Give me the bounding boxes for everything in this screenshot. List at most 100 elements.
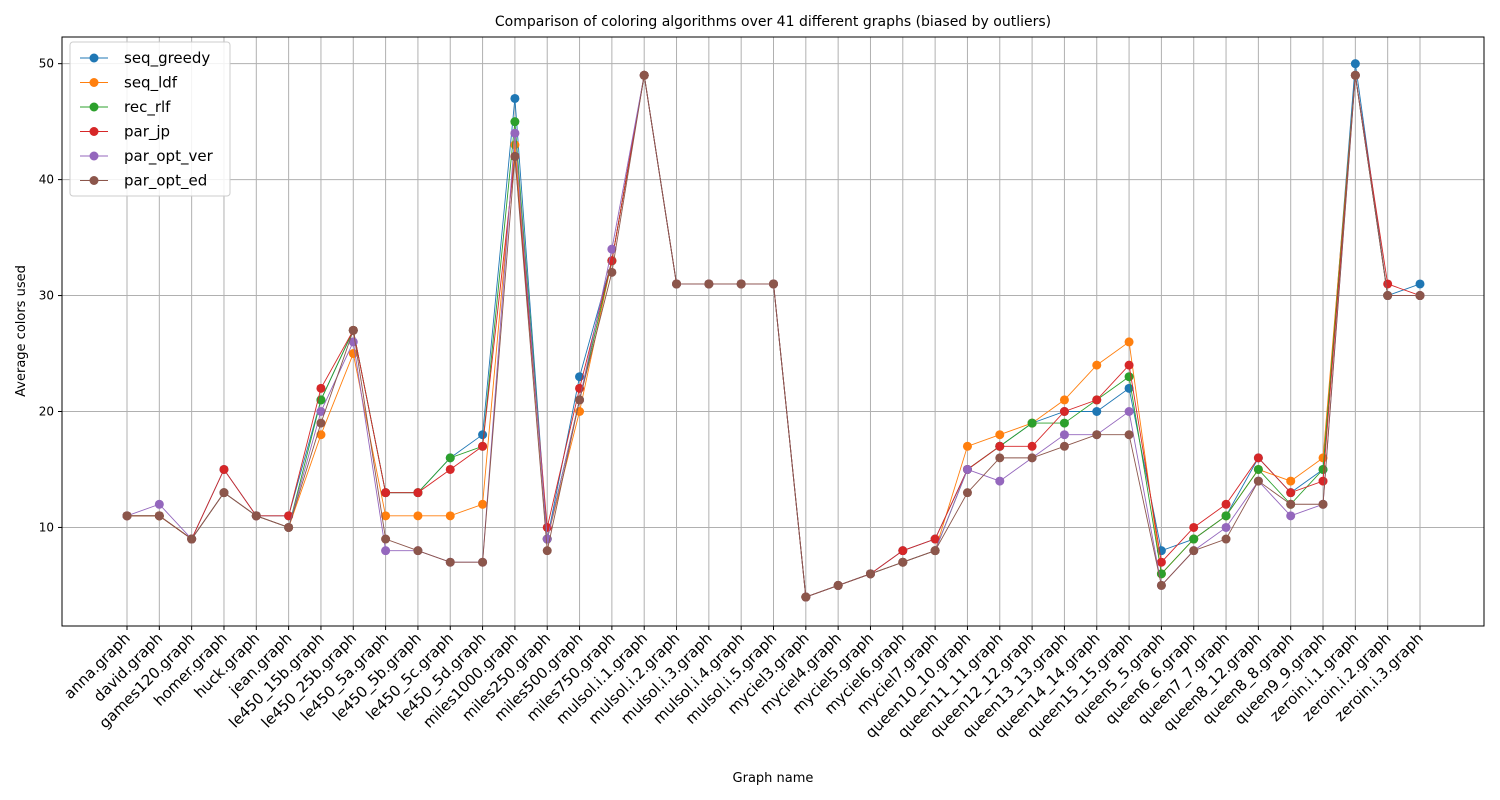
data-point: [1253, 476, 1263, 486]
data-point: [1221, 499, 1231, 509]
data-point: [1383, 279, 1393, 289]
data-point: [1253, 453, 1263, 463]
data-point: [1124, 360, 1134, 370]
data-point: [510, 151, 520, 161]
data-point: [1124, 407, 1134, 417]
data-point: [1286, 488, 1296, 498]
data-point: [316, 407, 326, 417]
data-point: [219, 464, 229, 474]
data-point: [1350, 70, 1360, 80]
data-point: [381, 488, 391, 498]
y-tick-label: 30: [39, 289, 54, 303]
data-point: [478, 557, 488, 567]
x-axis-label: Graph name: [733, 771, 814, 786]
data-point: [187, 534, 197, 544]
data-point: [1156, 580, 1166, 590]
legend-marker: [89, 176, 99, 185]
data-point: [898, 546, 908, 556]
legend-box: [69, 41, 231, 197]
y-tick-label: 10: [39, 520, 54, 534]
data-point: [1253, 464, 1263, 474]
data-point: [381, 546, 391, 556]
data-point: [478, 430, 488, 440]
data-point: [930, 534, 940, 544]
data-point: [1027, 453, 1037, 463]
data-point: [1156, 557, 1166, 567]
chart-title: Comparison of coloring algorithms over 4…: [495, 14, 1051, 30]
data-point: [1189, 546, 1199, 556]
data-point: [381, 511, 391, 521]
y-tick-label: 50: [39, 57, 54, 71]
y-axis-ticks: 10 20 30 40 50: [39, 57, 62, 534]
data-point: [1092, 407, 1102, 417]
data-point: [1059, 395, 1069, 405]
data-point: [445, 557, 455, 567]
data-point: [413, 488, 423, 498]
series-group: [122, 59, 1425, 602]
legend-label: par_opt_ed: [124, 172, 207, 191]
x-axis-ticks: anna.graphdavid.graphgames120.graphhomer…: [60, 626, 1427, 742]
data-point: [1124, 430, 1134, 440]
legend-label: seq_greedy: [124, 49, 210, 68]
legend-label: par_jp: [124, 123, 170, 142]
data-point: [478, 441, 488, 451]
data-point: [316, 418, 326, 428]
data-point: [1221, 534, 1231, 544]
data-point: [154, 499, 164, 509]
data-point: [1383, 291, 1393, 301]
data-point: [607, 244, 617, 254]
data-point: [1189, 534, 1199, 544]
data-point: [962, 464, 972, 474]
data-point: [995, 430, 1005, 440]
data-point: [1286, 499, 1296, 509]
data-point: [251, 511, 261, 521]
data-point: [801, 592, 811, 602]
legend-marker: [89, 127, 99, 136]
legend-marker: [89, 151, 99, 161]
data-point: [219, 488, 229, 498]
data-point: [1350, 59, 1360, 69]
data-point: [704, 279, 714, 289]
data-point: [1092, 395, 1102, 405]
data-point: [1318, 499, 1328, 509]
data-point: [348, 325, 358, 335]
data-point: [1027, 418, 1037, 428]
data-point: [995, 453, 1005, 463]
data-point: [1027, 441, 1037, 451]
data-point: [1059, 430, 1069, 440]
data-point: [995, 476, 1005, 486]
data-point: [607, 267, 617, 277]
legend-label: seq_ldf: [124, 74, 178, 93]
data-point: [639, 70, 649, 80]
data-point: [1221, 511, 1231, 521]
data-point: [154, 511, 164, 521]
data-point: [1415, 291, 1425, 301]
data-point: [736, 279, 746, 289]
data-point: [122, 511, 132, 521]
data-point: [575, 395, 585, 405]
legend-label: rec_rlf: [124, 98, 171, 117]
data-point: [1286, 476, 1296, 486]
legend-marker: [89, 102, 99, 112]
data-point: [930, 546, 940, 556]
data-point: [445, 511, 455, 521]
data-point: [1124, 372, 1134, 382]
data-point: [1189, 522, 1199, 532]
data-point: [1221, 522, 1231, 532]
data-point: [542, 546, 552, 556]
legend-marker: [89, 53, 99, 63]
data-point: [413, 546, 423, 556]
data-point: [1059, 418, 1069, 428]
data-point: [833, 580, 843, 590]
data-point: [478, 499, 488, 509]
data-point: [413, 511, 423, 521]
data-point: [1059, 441, 1069, 451]
data-point: [1092, 430, 1102, 440]
data-point: [1124, 337, 1134, 347]
data-point: [962, 488, 972, 498]
series-par_opt_ed: [122, 70, 1425, 602]
data-point: [316, 383, 326, 393]
data-point: [865, 569, 875, 579]
data-point: [1415, 279, 1425, 289]
